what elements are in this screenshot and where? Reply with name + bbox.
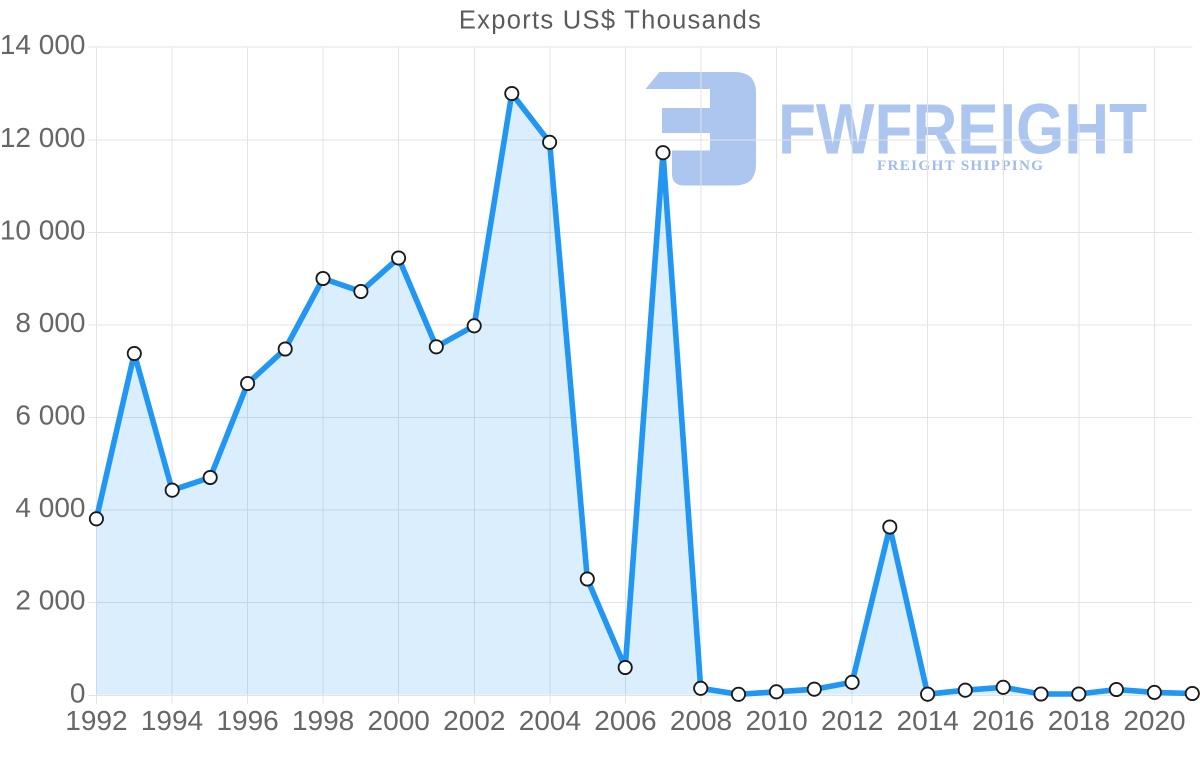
svg-text:2008: 2008 (670, 705, 732, 736)
svg-text:12 000: 12 000 (0, 122, 86, 153)
svg-text:10 000: 10 000 (0, 214, 86, 245)
svg-text:1992: 1992 (65, 705, 127, 736)
svg-text:2020: 2020 (1123, 705, 1185, 736)
svg-text:2004: 2004 (519, 705, 581, 736)
svg-text:2018: 2018 (1048, 705, 1110, 736)
svg-text:14 000: 14 000 (0, 29, 86, 60)
svg-text:2 000: 2 000 (15, 585, 85, 616)
svg-text:2016: 2016 (972, 705, 1034, 736)
svg-text:8 000: 8 000 (15, 307, 85, 338)
svg-text:FREIGHT SHIPPING: FREIGHT SHIPPING (877, 157, 1045, 174)
svg-text:2002: 2002 (443, 705, 505, 736)
svg-text:2006: 2006 (594, 705, 656, 736)
svg-text:0: 0 (70, 677, 86, 708)
svg-text:6 000: 6 000 (15, 400, 85, 431)
svg-text:2000: 2000 (368, 705, 430, 736)
svg-text:FWFREIGHT: FWFREIGHT (778, 91, 1147, 170)
svg-text:1998: 1998 (292, 705, 354, 736)
svg-text:1996: 1996 (216, 705, 278, 736)
svg-text:1994: 1994 (141, 705, 203, 736)
svg-text:2014: 2014 (897, 705, 959, 736)
svg-text:2012: 2012 (821, 705, 883, 736)
svg-text:2010: 2010 (745, 705, 807, 736)
svg-text:Exports US$ Thousands: Exports US$ Thousands (459, 7, 762, 35)
svg-text:4 000: 4 000 (15, 492, 85, 523)
